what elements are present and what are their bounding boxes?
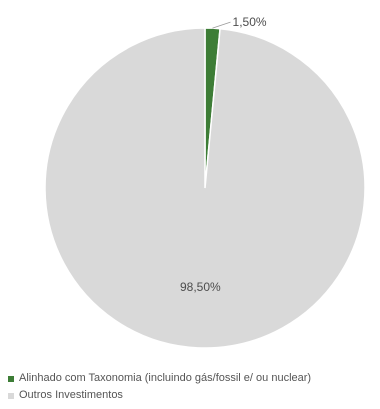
pie-slice — [44, 27, 366, 349]
legend-swatch — [8, 392, 14, 399]
legend-label: Outros Investimentos — [19, 389, 123, 401]
legend-item: Outros Investimentos — [8, 387, 311, 404]
legend-label: Alinhado com Taxonomia (incluindo gás/fo… — [19, 372, 312, 384]
slice-value-label: 98,50% — [180, 280, 221, 294]
legend-item: Alinhado com Taxonomia (incluindo gás/fo… — [8, 370, 311, 387]
legend-swatch — [8, 375, 14, 382]
slice-value-label: 1,50% — [233, 15, 267, 29]
pie-slices — [44, 27, 366, 349]
legend: Alinhado com Taxonomia (incluindo gás/fo… — [8, 370, 311, 404]
slice-label-leader-line — [212, 21, 231, 29]
